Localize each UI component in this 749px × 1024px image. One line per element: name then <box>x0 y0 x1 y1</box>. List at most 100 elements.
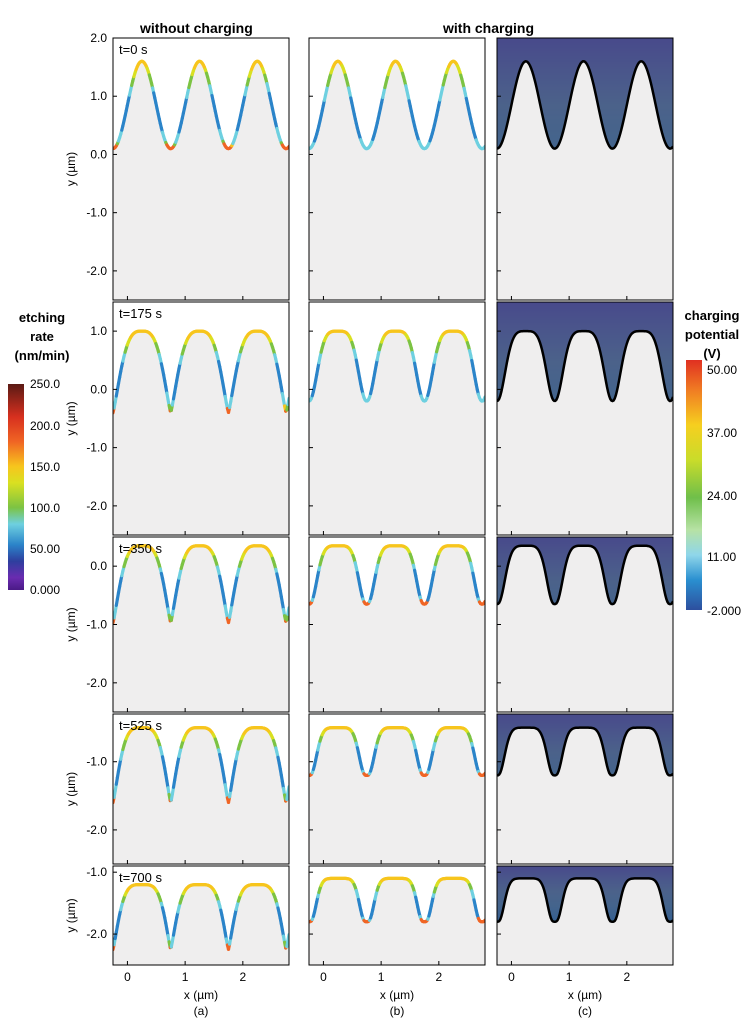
substrate-fill <box>113 545 289 712</box>
y-tick-label: -1.0 <box>86 755 107 769</box>
time-label: t=0 s <box>119 42 148 57</box>
colorbar-right-tick: 24.00 <box>707 489 738 503</box>
y-tick-label: -1.0 <box>86 618 107 632</box>
panel-a <box>113 38 289 300</box>
colorbar-right-title: charging potential (V) <box>676 306 748 363</box>
panel-frame <box>308 865 486 966</box>
colorbar-left-title-line-3: (nm/min) <box>14 348 70 363</box>
panel-frame <box>112 301 290 536</box>
colorbar-left-title: etching rate (nm/min) <box>8 308 76 365</box>
substrate-fill <box>113 61 289 300</box>
panel-frame <box>308 713 486 865</box>
x-tick-label: 2 <box>623 970 630 984</box>
substrate-fill <box>113 331 289 535</box>
header-without-charging: without charging <box>140 20 253 36</box>
colorbar-right-title-line-2: potential <box>684 327 740 342</box>
panel-b <box>309 302 485 535</box>
panel-label: (c) <box>578 1004 592 1018</box>
substrate-fill <box>497 545 673 712</box>
panel-c <box>497 714 673 864</box>
time-label: t=175 s <box>119 306 163 321</box>
panel-a <box>113 302 289 535</box>
surface-profile <box>497 60 673 150</box>
panel-label: (a) <box>194 1004 209 1018</box>
y-tick-label: -1.0 <box>86 865 107 879</box>
x-tick-label: 1 <box>378 970 385 984</box>
y-tick-label: 1.0 <box>90 324 107 338</box>
colorbar-right-tick: 50.00 <box>707 363 738 377</box>
x-axis-label: x (µm) <box>568 988 602 1002</box>
x-tick-label: 2 <box>435 970 442 984</box>
y-tick-label: -2.0 <box>86 264 107 278</box>
panel-frame <box>112 713 290 865</box>
colorbar-left-tick: 200.0 <box>30 419 61 433</box>
y-tick-label: 1.0 <box>90 89 107 103</box>
y-tick-label: -2.0 <box>86 676 107 690</box>
y-tick-label: -2.0 <box>86 823 107 837</box>
panel-frame <box>496 37 674 301</box>
panel-frame <box>496 301 674 536</box>
panel-b <box>309 866 485 965</box>
panel-a <box>113 537 289 712</box>
y-tick-label: 2.0 <box>90 31 107 45</box>
panel-frame <box>496 713 674 865</box>
x-axis-label: x (µm) <box>380 988 414 1002</box>
colorbar-right-strip <box>686 360 702 610</box>
substrate-fill <box>497 878 673 965</box>
x-tick-label: 0 <box>320 970 327 984</box>
colorbar-right-tick: 11.00 <box>707 550 737 564</box>
surface-profile <box>497 544 673 606</box>
panel-c <box>497 302 673 535</box>
surface-profile <box>497 329 673 403</box>
substrate-fill <box>497 727 673 864</box>
panel-frame <box>112 37 290 301</box>
y-tick-label: 0.0 <box>90 382 107 396</box>
x-axis-label: x (µm) <box>184 988 218 1002</box>
y-tick-label: 0.0 <box>90 147 107 161</box>
colorbar-left-tick: 50.00 <box>30 542 61 556</box>
panel-b <box>309 38 485 300</box>
colorbar-left-strip <box>8 384 24 590</box>
y-axis-label: y (µm) <box>64 401 78 435</box>
x-tick-label: 0 <box>508 970 515 984</box>
substrate-fill <box>309 331 485 535</box>
colorbar-left-title-line-2: rate <box>30 329 54 344</box>
substrate-fill <box>309 727 485 864</box>
y-tick-label: 0.0 <box>90 559 107 573</box>
panel-b <box>309 537 485 712</box>
colorbar-right-tick: 37.00 <box>707 426 738 440</box>
y-tick-label: -1.0 <box>86 441 107 455</box>
panel-frame <box>496 865 674 966</box>
x-tick-label: 0 <box>124 970 131 984</box>
y-axis-label: y (µm) <box>64 152 78 186</box>
y-axis-label: y (µm) <box>64 607 78 641</box>
y-tick-label: -1.0 <box>86 206 107 220</box>
substrate-fill <box>309 61 485 300</box>
colorbar-right-title-line-1: charging <box>684 308 740 323</box>
time-label: t=525 s <box>119 718 163 733</box>
colorbar-left-tick: 250.0 <box>30 377 61 391</box>
panel-c <box>497 38 673 300</box>
x-tick-label: 1 <box>566 970 573 984</box>
substrate-fill <box>309 878 485 965</box>
panel-frame <box>308 37 486 301</box>
substrate-fill <box>497 331 673 535</box>
x-tick-label: 2 <box>239 970 246 984</box>
panel-frame <box>308 301 486 536</box>
colorbar-left-tick: 0.000 <box>30 583 61 597</box>
colorbar-right-title-line-3: (V) <box>703 346 721 361</box>
panel-c <box>497 537 673 712</box>
panel-c <box>497 866 673 965</box>
colorbar-left-tick: 150.0 <box>30 460 61 474</box>
colorbar-left-tick: 100.0 <box>30 501 61 515</box>
colorbar-left-title-line-1: etching <box>18 310 66 325</box>
colorbar-right-tick: -2.000 <box>707 604 742 618</box>
panel-a <box>113 714 289 864</box>
surface-profile <box>497 726 673 777</box>
panel-b <box>309 714 485 864</box>
panel-frame <box>112 865 290 966</box>
y-tick-label: -2.0 <box>86 927 107 941</box>
surface-profile <box>497 877 673 923</box>
time-label: t=350 s <box>119 541 163 556</box>
